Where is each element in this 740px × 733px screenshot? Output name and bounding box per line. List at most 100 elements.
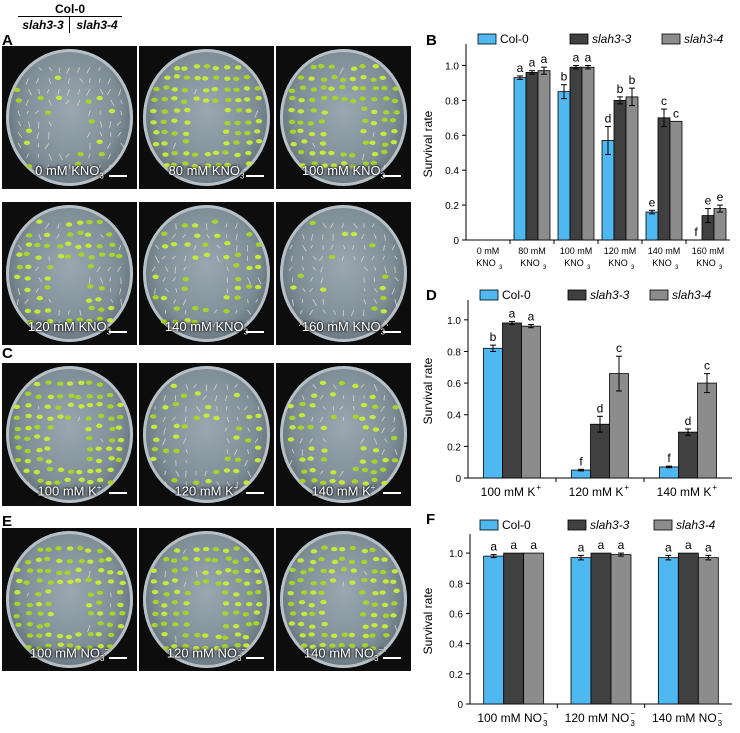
bar [697, 382, 717, 479]
y-tick-label: 1.0 [447, 316, 461, 327]
plate-label: 140 mM K+ [311, 482, 376, 498]
bar [557, 91, 571, 241]
panel-letter-d: D [426, 287, 437, 304]
seedlings [150, 546, 263, 651]
plate-label: 140 mM KNO3 [164, 319, 248, 337]
plate-label: 160 mM KNO3 [301, 319, 385, 337]
legend-swatch [653, 519, 673, 531]
x-tick-subscript: 3 [631, 265, 635, 271]
x-tick-label: KNO [520, 258, 540, 268]
legend-swatch [567, 289, 587, 301]
x-tick-label: 160 mM [692, 246, 725, 256]
x-tick-subscript: 3 [499, 265, 503, 271]
bar [503, 552, 525, 705]
x-tick-label: KNO [608, 258, 628, 268]
y-tick-label: 0.4 [447, 411, 461, 422]
significance-letter: c [616, 341, 622, 355]
y-axis-label: Survival rate [421, 357, 435, 424]
scale-bar [383, 657, 401, 659]
x-tick-label: 120 mM [604, 246, 637, 256]
bar [657, 557, 679, 705]
seedlings [287, 380, 399, 486]
seedlings [150, 64, 263, 172]
x-tick-label: KNO [696, 258, 716, 268]
bar [613, 99, 627, 241]
significance-letter: b [617, 82, 624, 96]
scale-bar [246, 175, 264, 177]
y-tick-label: 1.0 [445, 61, 459, 72]
x-tick-subscript: 3 [675, 265, 679, 271]
petri-dish [6, 49, 133, 186]
y-axis-label: Survival rate [421, 110, 435, 177]
plate-label: 120 mM NO3− [166, 645, 247, 663]
legend-label: Col-0 [502, 288, 531, 302]
significance-letter: d [685, 414, 692, 428]
header-slah3-3: slah3-3 [22, 18, 64, 32]
significance-letter: a [529, 56, 536, 70]
legend-label: slah3-3 [590, 518, 630, 532]
y-tick-label: 0.6 [447, 379, 461, 390]
bar [483, 555, 505, 705]
x-tick-label: 100 mM K [481, 485, 536, 499]
significance-letter: a [541, 52, 548, 66]
panel-letter-f: F [426, 511, 436, 528]
x-tick-label: KNO [476, 258, 496, 268]
x-tick-label: KNO [564, 258, 584, 268]
x-tick-superscript: − [630, 709, 635, 718]
significance-letter: e [717, 190, 724, 204]
x-tick-label: 140 mM NO [652, 711, 717, 725]
legend-label: slah3-3 [590, 288, 630, 302]
bar [513, 77, 527, 241]
significance-letter: e [705, 194, 712, 208]
plate-e-2: 120 mM NO3− [139, 528, 274, 671]
scale-bar [246, 657, 264, 659]
plate-a-2: 80 mM KNO3 [139, 46, 274, 189]
plate-a-5: 140 mM KNO3 [139, 202, 274, 345]
significance-letter: a [685, 538, 692, 552]
x-tick-subscript: 3 [718, 719, 723, 728]
scale-bar [109, 331, 127, 333]
legend-swatch [661, 33, 681, 45]
significance-letter: b [629, 73, 636, 87]
significance-letter: a [705, 540, 712, 554]
legend-label: Col-0 [500, 32, 529, 46]
plate-label: 0 mM KNO3 [35, 163, 104, 181]
significance-letter: f [667, 451, 671, 465]
scale-bar [246, 492, 264, 494]
plate-label: 120 mM K+ [174, 482, 239, 498]
bar [669, 120, 683, 241]
x-tick-subscript: 3 [587, 265, 591, 271]
significance-letter: a [510, 538, 517, 552]
bar [525, 72, 539, 241]
seedlings [288, 63, 400, 170]
bar [569, 66, 583, 241]
plate-label: 140 mM NO3− [303, 645, 384, 663]
panel-letter-b: B [426, 32, 437, 49]
seedlings [14, 219, 123, 327]
y-tick-label: 0.6 [445, 131, 459, 142]
x-tick-subscript: 3 [543, 265, 547, 271]
scale-bar [109, 175, 127, 177]
significance-letter: a [528, 310, 535, 324]
significance-letter: a [509, 306, 516, 320]
y-tick-label: 0 [457, 700, 463, 711]
legend-label: Col-0 [502, 518, 531, 532]
plate-a-1: 0 mM KNO3 [2, 46, 137, 189]
y-tick-label: 0.8 [445, 96, 459, 107]
significance-letter: f [579, 454, 583, 468]
x-tick-label: 120 mM NO [565, 711, 630, 725]
x-tick-superscript: + [624, 483, 629, 492]
plate-e-1: 100 mM NO3− [2, 528, 137, 671]
bar [625, 96, 639, 241]
bar [581, 66, 595, 241]
scale-bar [383, 331, 401, 333]
x-tick-label: 100 mM NO [477, 711, 542, 725]
legend-swatch [477, 33, 497, 45]
bar [645, 211, 659, 241]
y-tick-label: 0.6 [449, 609, 463, 620]
legend-label: slah3-4 [684, 32, 724, 46]
header-rule [18, 16, 122, 17]
x-tick-subscript: 3 [543, 719, 548, 728]
y-tick-label: 0.2 [447, 442, 461, 453]
legend-swatch [649, 289, 669, 301]
